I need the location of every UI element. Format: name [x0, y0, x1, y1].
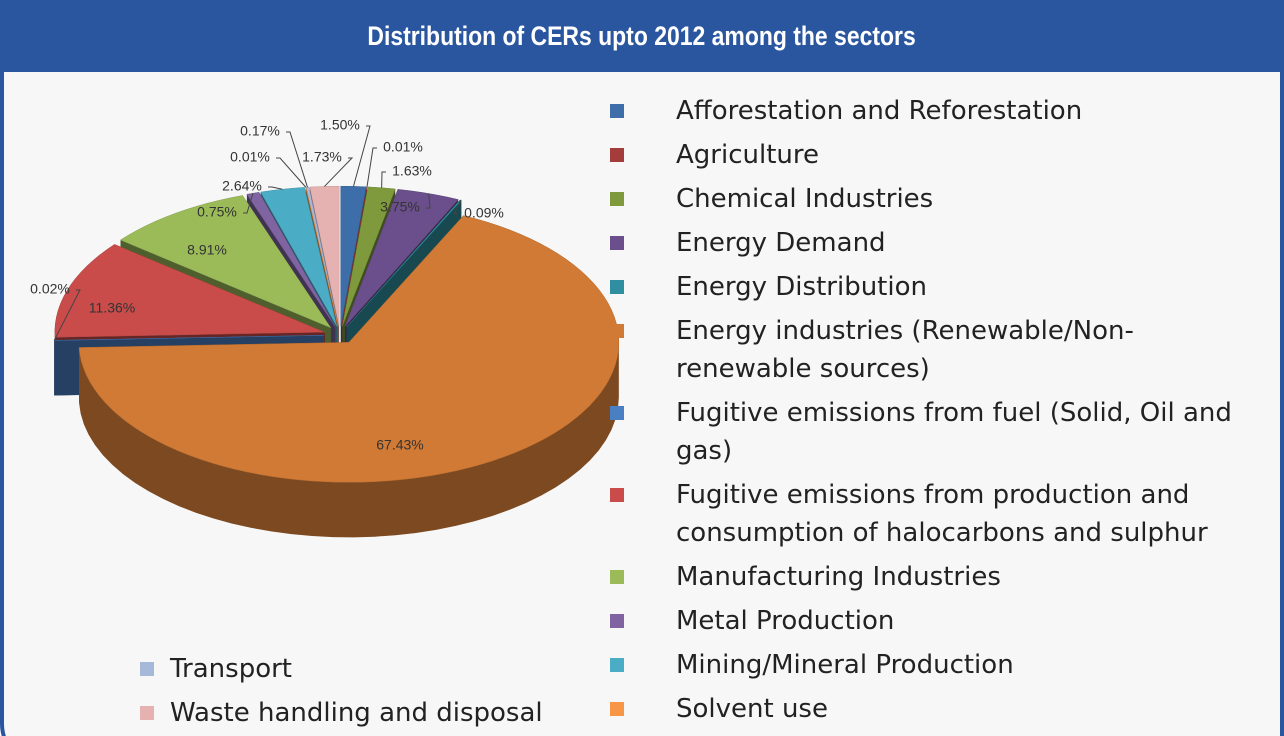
header: Distribution of CERs upto 2012 among the…: [0, 0, 1284, 72]
legend-item: Chemical Industries: [610, 180, 1236, 218]
slice-top: [346, 199, 462, 328]
leader-line: [366, 147, 377, 187]
legend-swatch: [610, 280, 624, 294]
slice-side: [79, 342, 619, 538]
legend-label: Manufacturing Industries: [676, 562, 1001, 592]
legend-label: Solvent use: [676, 694, 828, 724]
legend-swatch: [610, 406, 624, 420]
slice-top: [260, 187, 338, 327]
leader-line: [324, 157, 354, 187]
slice: [78, 215, 620, 538]
legend-label: Chemical Industries: [676, 184, 934, 214]
legend-item: Fugitive emissions from production and c…: [610, 476, 1236, 552]
data-label: 11.36%: [89, 300, 135, 316]
data-label: 1.73%: [302, 149, 342, 165]
leader-line: [381, 171, 386, 188]
data-label: 0.01%: [383, 139, 423, 155]
legend-item: Waste handling and disposal: [140, 694, 590, 732]
legend-label: Energy Distribution: [676, 272, 927, 302]
legend-item: Metal Production: [610, 602, 1236, 640]
legend-swatch: [610, 658, 624, 672]
chart-title: Distribution of CERs upto 2012 among the…: [367, 21, 917, 51]
legend-item: Energy Demand: [610, 224, 1236, 262]
leader-line: [286, 131, 308, 188]
legend-item: Energy industries (Renewable/Non-renewab…: [610, 312, 1236, 388]
legend-swatch: [610, 104, 624, 118]
legend: Afforestation and Reforestation Agricultu…: [610, 92, 1236, 734]
data-label: 1.50%: [320, 117, 360, 133]
legend-label: Energy industries (Renewable/Non-renewab…: [676, 316, 1134, 384]
legend-swatch: [610, 702, 624, 716]
legend-item: Manufacturing Industries: [610, 558, 1236, 596]
data-label: 1.63%: [392, 163, 432, 179]
legend-label: Mining/Mineral Production: [676, 650, 1014, 680]
slice-top: [309, 185, 340, 327]
legend-swatch: [610, 324, 624, 338]
legend-swatch: [610, 236, 624, 250]
legend-label: Fugitive emissions from fuel (Solid, Oil…: [676, 398, 1232, 466]
legend-label: Metal Production: [676, 606, 895, 636]
legend-swatch: [610, 570, 624, 584]
leader-line: [53, 289, 81, 341]
slice-top: [54, 244, 325, 338]
legend-swatch: [610, 192, 624, 206]
legend-swatch: [610, 614, 624, 628]
data-label: 8.91%: [187, 242, 227, 258]
data-label: 2.64%: [222, 178, 262, 194]
legend-swatch: [610, 148, 624, 162]
leader-line: [268, 186, 283, 190]
leader-line: [426, 193, 431, 209]
slice-top: [341, 186, 368, 327]
data-label: 0.02%: [30, 281, 70, 297]
legend: Transport Waste handling and disposal: [140, 650, 590, 736]
legend-item: Solvent use: [610, 690, 1236, 728]
data-label: 0.09%: [464, 205, 504, 221]
legend-label: Transport: [170, 654, 293, 684]
legend-label: Agriculture: [676, 140, 819, 170]
slice-top: [119, 195, 332, 329]
legend-swatch: [140, 706, 154, 720]
data-label: 0.01%: [230, 149, 270, 165]
slice-top: [305, 186, 339, 327]
leader-line: [352, 125, 371, 187]
slice-top: [342, 186, 396, 327]
legend-item: Energy Distribution: [610, 268, 1236, 306]
legend-item: Afforestation and Reforestation: [610, 92, 1236, 130]
legend-label: Waste handling and disposal: [170, 698, 543, 728]
data-label: 67.43%: [376, 437, 423, 453]
leader-line: [453, 199, 462, 215]
legend-swatch: [140, 662, 154, 676]
data-label: 0.75%: [197, 204, 237, 220]
slice-top: [78, 215, 620, 483]
legend-label: Energy Demand: [676, 228, 886, 258]
leader-line: [276, 157, 307, 188]
legend-item: Agriculture: [610, 136, 1236, 174]
legend-item: Mining/Mineral Production: [610, 646, 1236, 684]
legend-swatch: [610, 488, 624, 502]
data-label: 0.17%: [240, 123, 280, 139]
data-label: 3.75%: [380, 199, 420, 215]
legend-label: Fugitive emissions from production and c…: [676, 480, 1208, 548]
legend-item: Fugitive emissions from fuel (Solid, Oil…: [610, 394, 1236, 470]
legend-label: Afforestation and Reforestation: [676, 96, 1083, 126]
legend-item: Transport: [140, 650, 590, 688]
leader-line: [243, 193, 254, 214]
